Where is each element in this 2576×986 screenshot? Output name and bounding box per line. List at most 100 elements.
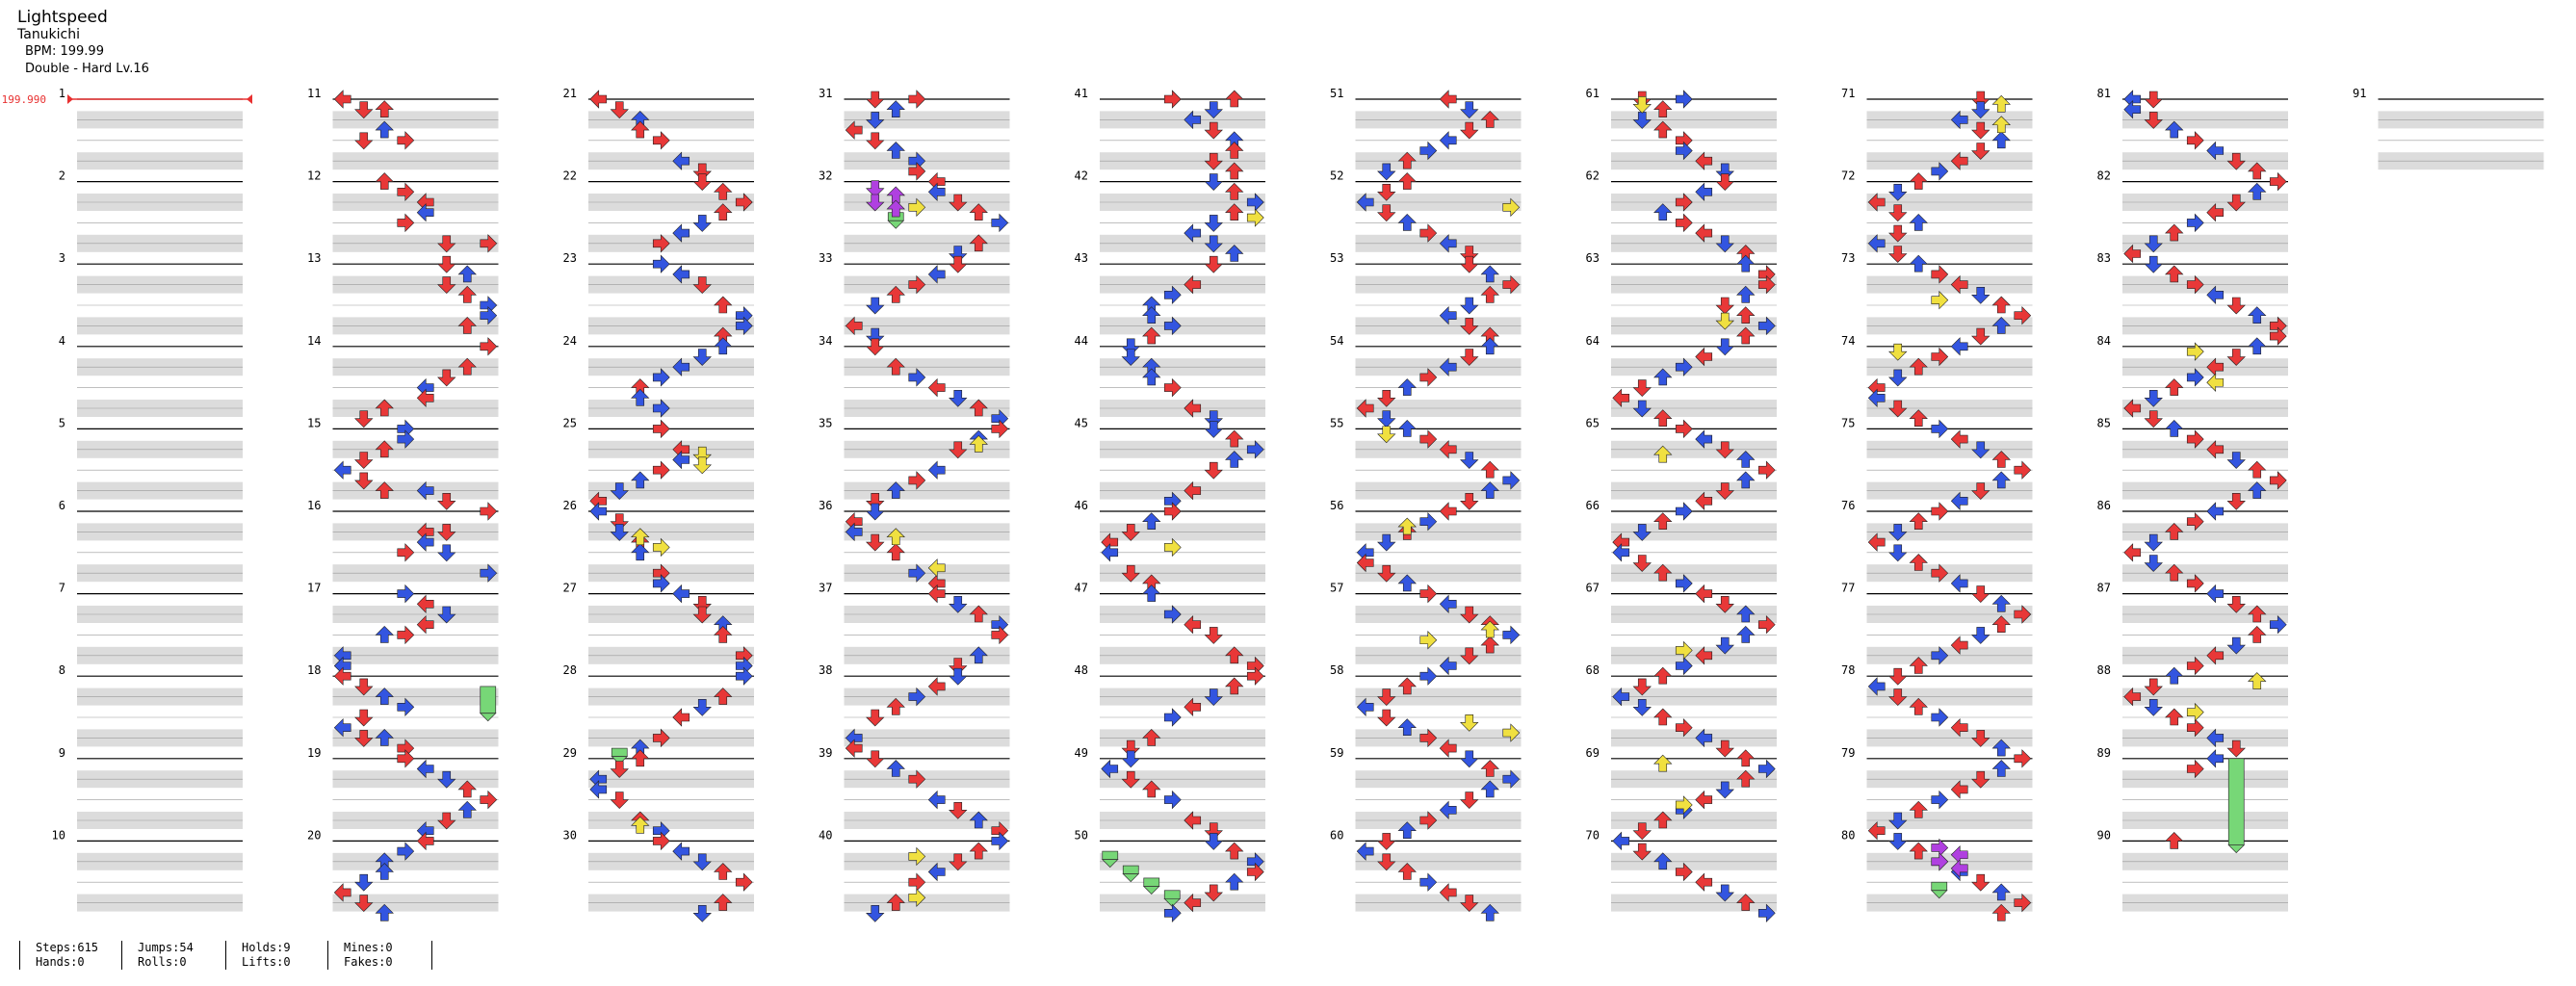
quarter-note-arrow xyxy=(437,524,456,541)
eighth-note-arrow xyxy=(631,543,650,561)
eighth-note-arrow xyxy=(333,460,351,480)
measure-number: 6 xyxy=(59,499,65,512)
eighth-note-arrow xyxy=(1480,903,1499,921)
eighth-note-arrow xyxy=(866,904,885,922)
quarter-note-arrow xyxy=(1653,409,1673,428)
sixteenth-note-arrow xyxy=(1419,631,1438,650)
eighth-note-arrow xyxy=(2144,235,2163,253)
difficulty-label: Double - Hard Lv.16 xyxy=(25,62,149,76)
eighth-note-arrow xyxy=(652,574,670,593)
quarter-note-arrow xyxy=(949,441,968,459)
quarter-note-arrow xyxy=(1225,182,1244,200)
quarter-note-arrow xyxy=(1377,389,1396,407)
quarter-note-arrow xyxy=(949,658,968,675)
hold-body xyxy=(611,747,628,758)
quarter-note-arrow xyxy=(375,481,394,499)
stat-jumps-rolls: Jumps:54 Rolls:0 xyxy=(121,941,194,970)
eighth-note-arrow xyxy=(1225,451,1244,468)
eighth-note-arrow xyxy=(1460,452,1479,469)
eighth-note-arrow xyxy=(908,563,926,583)
sixteenth-note-arrow xyxy=(1888,343,1908,361)
quarter-note-arrow xyxy=(1439,90,1457,109)
eighth-note-arrow xyxy=(1715,338,1734,356)
measure-number: 50 xyxy=(1075,828,1088,842)
quarter-note-arrow xyxy=(2144,678,2163,696)
eighth-note-arrow xyxy=(1184,223,1202,243)
quarter-note-arrow xyxy=(1888,667,1908,686)
triplet-note-arrow xyxy=(866,180,885,198)
quarter-note-arrow xyxy=(1909,172,1928,190)
quarter-note-arrow xyxy=(1909,800,1928,818)
sixteenth-note-arrow xyxy=(652,537,670,558)
quarter-note-arrow xyxy=(333,666,351,686)
quarter-note-arrow xyxy=(1909,657,1928,674)
hold-tail xyxy=(1163,897,1182,907)
quarter-note-arrow xyxy=(2269,171,2287,192)
quarter-note-arrow xyxy=(2186,574,2204,593)
eighth-note-arrow xyxy=(866,503,885,521)
quarter-note-arrow xyxy=(2165,708,2184,726)
eighth-note-arrow xyxy=(2206,749,2225,768)
bpm-change-marker: 199.990 xyxy=(2,93,252,106)
measure-labels: 1234567891011121314151617181920212223242… xyxy=(52,87,2367,842)
eighth-note-arrow xyxy=(1377,410,1396,428)
step-chart: 1234567891011121314151617181920212223242… xyxy=(2,87,2544,923)
hold-tail xyxy=(1101,859,1119,869)
stat-rolls: Rolls:0 xyxy=(138,955,187,969)
quarter-note-arrow xyxy=(652,831,670,851)
quarter-note-arrow xyxy=(1419,584,1438,604)
quarter-note-arrow xyxy=(1931,502,1949,521)
quarter-note-arrow xyxy=(1888,204,1908,222)
eighth-note-arrow xyxy=(1675,357,1693,376)
eighth-note-arrow xyxy=(2144,389,2163,407)
eighth-note-arrow xyxy=(735,666,753,686)
eighth-note-arrow xyxy=(1736,285,1756,303)
quarter-note-arrow xyxy=(1204,255,1223,273)
eighth-note-arrow xyxy=(1246,440,1264,459)
eighth-note-arrow xyxy=(333,717,351,738)
quarter-note-arrow xyxy=(1971,585,1991,604)
eighth-note-arrow xyxy=(1439,131,1457,150)
measure-number: 75 xyxy=(1841,416,1855,429)
quarter-note-arrow xyxy=(1377,853,1396,871)
quarter-note-arrow xyxy=(714,863,733,880)
measure-number: 74 xyxy=(1841,334,1855,348)
quarter-note-arrow xyxy=(457,780,477,798)
eighth-note-arrow xyxy=(672,842,690,861)
eighth-note-arrow xyxy=(1867,677,1886,696)
triplet-note-arrow xyxy=(866,194,885,212)
quarter-note-arrow xyxy=(2123,244,2142,264)
measure-number: 5 xyxy=(59,416,65,429)
quarter-note-arrow xyxy=(1695,151,1713,170)
measure-number: 16 xyxy=(307,499,321,512)
eighth-note-arrow xyxy=(1695,728,1713,748)
quarter-note-arrow xyxy=(2226,740,2246,758)
eighth-note-arrow xyxy=(672,584,690,604)
eighth-note-arrow xyxy=(1909,213,1928,231)
eighth-note-arrow xyxy=(672,357,690,376)
measure-number: 44 xyxy=(1075,334,1088,348)
quarter-note-arrow xyxy=(397,131,415,150)
eighth-note-arrow xyxy=(1101,759,1119,779)
quarter-note-arrow xyxy=(1246,862,1264,882)
quarter-note-arrow xyxy=(1888,246,1908,263)
quarter-note-arrow xyxy=(1204,121,1223,140)
quarter-note-arrow xyxy=(437,369,456,387)
eighth-note-arrow xyxy=(692,698,712,716)
sixteenth-note-arrow xyxy=(1377,426,1396,444)
quarter-note-arrow xyxy=(1460,492,1479,510)
quarter-note-arrow xyxy=(969,842,988,860)
quarter-note-arrow xyxy=(416,831,434,851)
measure-number: 82 xyxy=(2097,169,2111,183)
quarter-note-arrow xyxy=(1991,296,2011,314)
measure-number: 22 xyxy=(563,169,577,183)
quarter-note-arrow xyxy=(1460,791,1479,810)
quarter-note-arrow xyxy=(969,605,988,623)
measure-number: 81 xyxy=(2097,87,2111,100)
quarter-note-arrow xyxy=(2269,471,2287,490)
measure-number: 8 xyxy=(59,663,65,677)
quarter-note-arrow xyxy=(610,513,629,532)
eighth-note-arrow xyxy=(672,223,690,243)
sixteenth-note-arrow xyxy=(1246,208,1264,227)
eighth-note-arrow xyxy=(1757,759,1776,779)
